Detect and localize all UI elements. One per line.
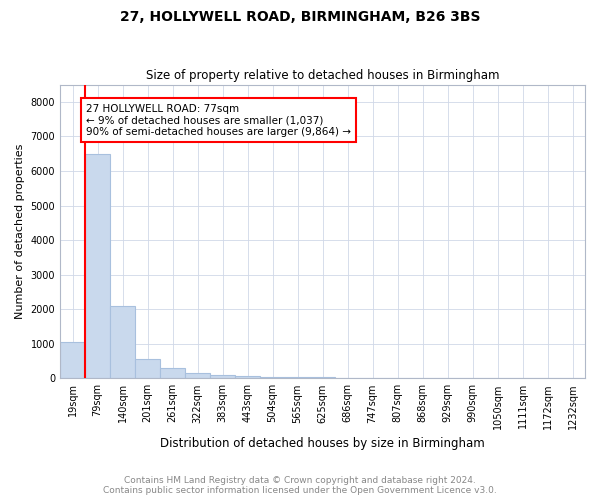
Text: 27, HOLLYWELL ROAD, BIRMINGHAM, B26 3BS: 27, HOLLYWELL ROAD, BIRMINGHAM, B26 3BS bbox=[120, 10, 480, 24]
Bar bbox=[85, 154, 110, 378]
Bar bbox=[260, 376, 285, 378]
Bar bbox=[210, 375, 235, 378]
Bar bbox=[160, 368, 185, 378]
Text: Contains HM Land Registry data © Crown copyright and database right 2024.
Contai: Contains HM Land Registry data © Crown c… bbox=[103, 476, 497, 495]
Bar bbox=[310, 376, 335, 378]
Bar bbox=[60, 342, 85, 378]
Bar bbox=[235, 376, 260, 378]
Bar bbox=[110, 306, 135, 378]
Bar bbox=[135, 360, 160, 378]
Bar bbox=[185, 373, 210, 378]
Title: Size of property relative to detached houses in Birmingham: Size of property relative to detached ho… bbox=[146, 69, 499, 82]
Bar bbox=[285, 376, 310, 378]
X-axis label: Distribution of detached houses by size in Birmingham: Distribution of detached houses by size … bbox=[160, 437, 485, 450]
Y-axis label: Number of detached properties: Number of detached properties bbox=[15, 144, 25, 319]
Text: 27 HOLLYWELL ROAD: 77sqm
← 9% of detached houses are smaller (1,037)
90% of semi: 27 HOLLYWELL ROAD: 77sqm ← 9% of detache… bbox=[86, 104, 351, 137]
